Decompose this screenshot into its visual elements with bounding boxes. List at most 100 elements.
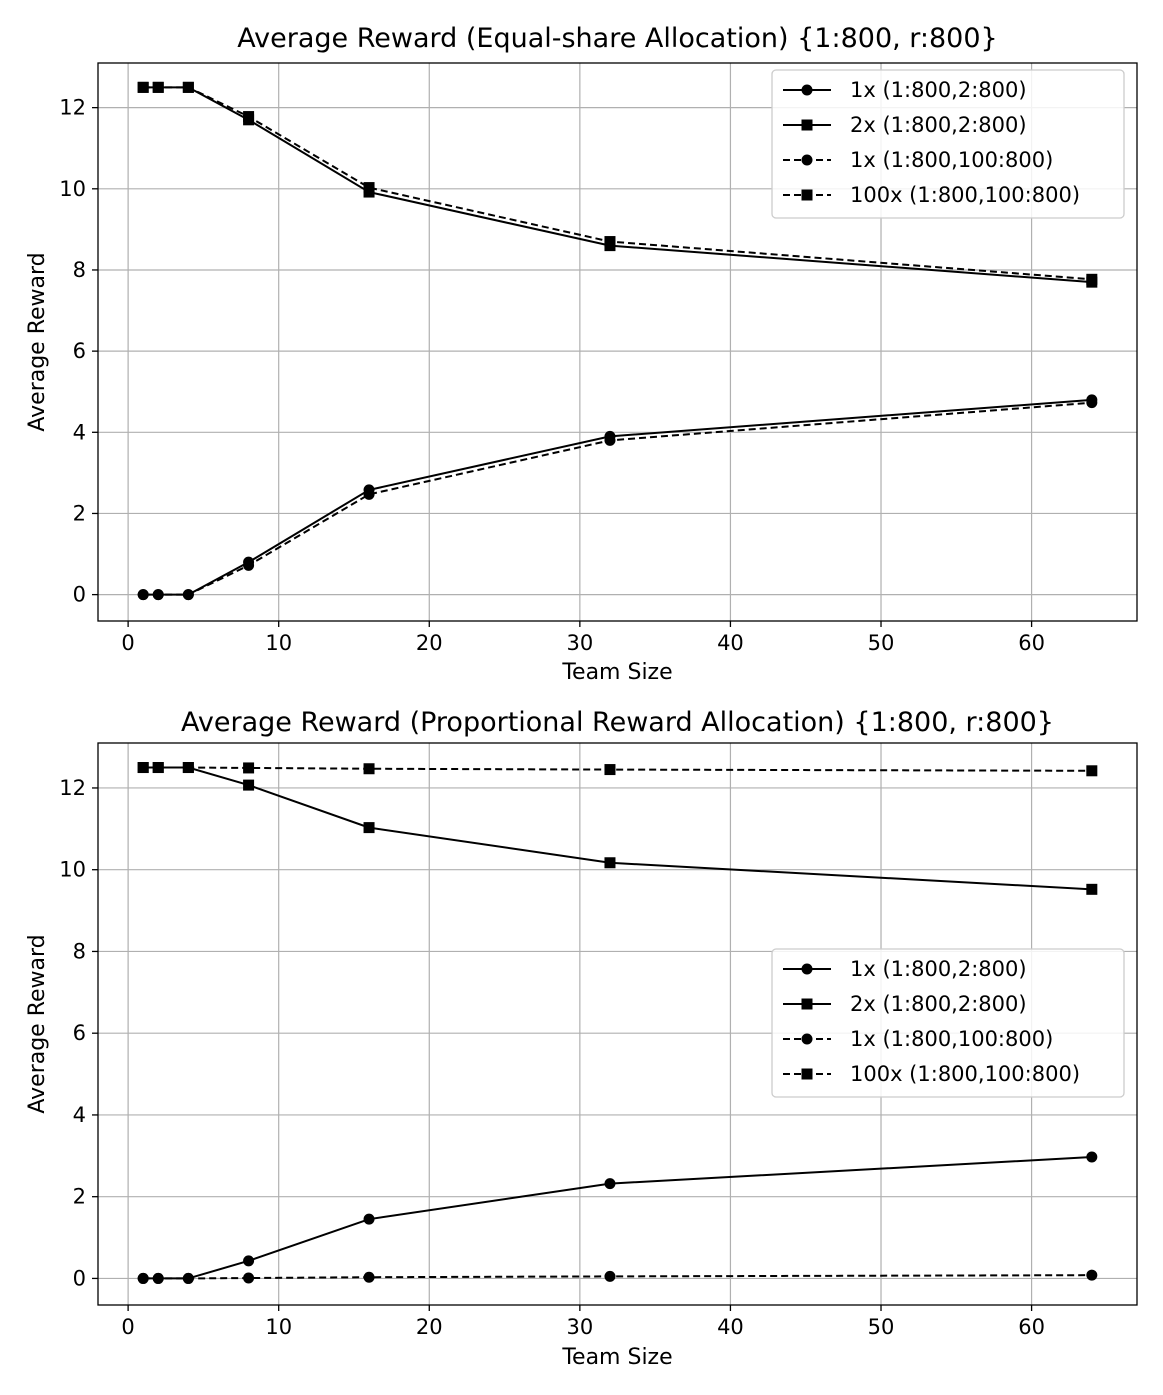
data-point <box>604 857 616 869</box>
series-3 <box>137 1269 1098 1284</box>
data-point <box>182 589 194 601</box>
x-tick-label: 50 <box>868 1315 895 1339</box>
data-point <box>243 762 255 774</box>
x-tick-label: 10 <box>265 631 292 655</box>
data-point <box>363 822 375 834</box>
series-line <box>143 766 1092 891</box>
series-line <box>143 401 1092 596</box>
legend-box <box>771 948 1125 1098</box>
x-tick-label: 40 <box>717 1315 744 1339</box>
legend-swatch-marker <box>801 84 813 96</box>
chart-panel-2: 0 10 20 30 40 50 60 0 2 4 6 8 10 12 Average Reward (Pr… <box>25 707 1138 1370</box>
chart-title: Average Reward (Proportional Reward Allo… <box>181 707 1054 738</box>
x-tick-label: 20 <box>416 631 443 655</box>
y-tick-label: 8 <box>73 258 86 282</box>
x-tick-label: 30 <box>566 1315 593 1339</box>
data-point <box>1086 1269 1098 1281</box>
chart-panel-1: 0 10 20 30 40 50 60 0 2 4 6 8 10 12 Average Reward (Eq… <box>25 23 1138 685</box>
y-tick-label: 2 <box>73 1185 86 1209</box>
data-point <box>137 762 149 774</box>
y-tick-label: 12 <box>59 96 86 120</box>
x-tick-label: 0 <box>121 1315 134 1339</box>
data-point <box>604 1270 616 1282</box>
data-point <box>363 182 375 194</box>
legend-label: 1x (1:800,100:800) <box>850 148 1053 172</box>
series-line <box>143 766 1092 772</box>
data-point <box>604 236 616 248</box>
data-point <box>182 1272 194 1284</box>
data-point <box>182 81 194 93</box>
x-tick-label: 20 <box>416 1315 443 1339</box>
data-point <box>1086 273 1098 285</box>
y-tick-label: 8 <box>73 939 86 963</box>
plot-frame <box>97 62 1138 622</box>
y-tick-label: 4 <box>73 1103 86 1127</box>
y-tick-label: 0 <box>73 583 86 607</box>
x-tick-label: 0 <box>121 631 134 655</box>
data-point <box>152 81 164 93</box>
plot-frame <box>97 742 1138 1306</box>
y-axis-label: Average Reward <box>25 934 50 1113</box>
legend-label: 1x (1:800,100:800) <box>850 1027 1053 1051</box>
data-point <box>243 779 255 791</box>
data-point <box>1086 397 1098 409</box>
y-axis-label: Average Reward <box>25 252 50 431</box>
y-tick-label: 12 <box>59 776 86 800</box>
legend-swatch-marker <box>801 189 813 201</box>
data-point <box>1086 1151 1098 1163</box>
data-point <box>182 762 194 774</box>
legend-swatch-marker <box>801 998 813 1010</box>
x-tick-label: 10 <box>265 1315 292 1339</box>
legend-label: 100x (1:800,100:800) <box>850 1062 1080 1086</box>
series-2 <box>137 762 1098 895</box>
series-4 <box>137 81 1098 285</box>
legend-label: 2x (1:800,2:800) <box>850 113 1027 137</box>
y-tick-label: 10 <box>59 177 86 201</box>
legend: 1x (1:800,2:800) 2x (1:800,2:800) 1x (1:80… <box>771 69 1125 219</box>
data-point <box>243 1255 255 1267</box>
legend-swatch-marker <box>801 154 813 166</box>
y-tick-label: 0 <box>73 1266 86 1290</box>
series-3 <box>137 397 1098 601</box>
data-point <box>1086 883 1098 895</box>
legend-swatch-marker <box>801 119 813 131</box>
y-tick-label: 4 <box>73 420 86 444</box>
data-point <box>363 1271 375 1283</box>
data-point <box>137 81 149 93</box>
data-point <box>604 434 616 446</box>
chart-title: Average Reward (Equal-share Allocation) … <box>237 23 997 54</box>
legend-label: 1x (1:800,2:800) <box>850 78 1027 102</box>
x-tick-label: 60 <box>1018 1315 1045 1339</box>
y-tick-label: 2 <box>73 501 86 525</box>
data-point <box>152 1272 164 1284</box>
data-point <box>152 589 164 601</box>
series-line <box>143 1156 1092 1280</box>
data-point <box>363 1213 375 1225</box>
data-point <box>152 762 164 774</box>
data-point <box>243 559 255 571</box>
data-point <box>137 1272 149 1284</box>
y-tick-label: 6 <box>73 339 86 363</box>
data-point <box>604 1178 616 1190</box>
legend-swatch-marker <box>801 1068 813 1080</box>
y-tick-label: 10 <box>59 858 86 882</box>
x-axis-label: Team Size <box>561 1345 672 1370</box>
series-1 <box>137 1151 1098 1284</box>
data-point <box>363 763 375 775</box>
data-point <box>137 589 149 601</box>
x-tick-label: 50 <box>868 631 895 655</box>
series-4 <box>137 762 1098 777</box>
x-axis-label: Team Size <box>561 660 672 685</box>
legend-swatch-marker <box>801 1033 813 1045</box>
x-tick-label: 30 <box>566 631 593 655</box>
legend-swatch-marker <box>801 963 813 975</box>
data-point <box>1086 765 1098 777</box>
x-tick-label: 40 <box>717 631 744 655</box>
x-tick-label: 60 <box>1018 631 1045 655</box>
data-point <box>363 488 375 500</box>
series-line <box>143 398 1092 596</box>
data-point <box>604 764 616 776</box>
legend-box <box>771 69 1125 219</box>
